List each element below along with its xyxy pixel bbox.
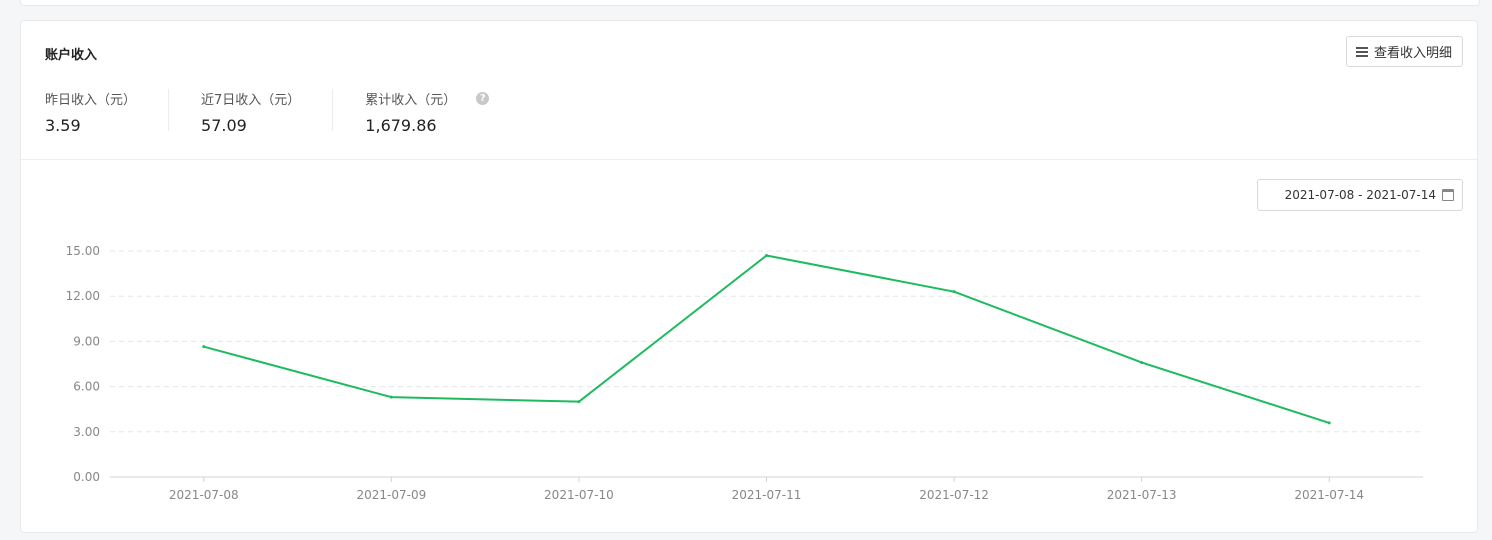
stat-total-label-text: 累计收入（元） bbox=[365, 93, 457, 108]
card-title: 账户收入 bbox=[45, 48, 98, 63]
data-point bbox=[389, 395, 393, 399]
data-point bbox=[952, 290, 956, 294]
data-point bbox=[1140, 360, 1144, 364]
stat-total-value: 1,679.86 bbox=[365, 116, 437, 135]
stat-7days: 近7日收入（元） 57.09 bbox=[201, 89, 334, 135]
y-tick-label: 12.00 bbox=[66, 289, 100, 303]
stat-yesterday: 昨日收入（元） 3.59 bbox=[45, 89, 170, 135]
date-range-picker[interactable]: 2021-07-08 - 2021-07-14 bbox=[1257, 179, 1463, 211]
stat-total-label: 累计收入（元） ? bbox=[365, 89, 490, 108]
stat-yesterday-label: 昨日收入（元） bbox=[45, 89, 136, 108]
data-point bbox=[765, 254, 768, 258]
y-tick-label: 15.00 bbox=[66, 244, 100, 258]
y-tick-label: 3.00 bbox=[73, 425, 100, 439]
data-point bbox=[577, 400, 581, 404]
y-tick-label: 6.00 bbox=[73, 380, 100, 394]
stat-7days-label-text: 近7日收入（元） bbox=[201, 93, 301, 108]
y-tick-label: 9.00 bbox=[73, 334, 100, 348]
stat-yesterday-label-text: 昨日收入（元） bbox=[45, 93, 137, 108]
x-tick-label: 2021-07-10 bbox=[544, 488, 614, 502]
stat-7days-label: 近7日收入（元） bbox=[201, 89, 300, 108]
data-point bbox=[202, 345, 206, 349]
series-line bbox=[203, 254, 1330, 424]
x-tick-label: 2021-07-14 bbox=[1294, 488, 1364, 502]
income-card: 账户收入 查看收入明细 昨日收入（元） 3.59 近7日收入（元） 57.09 … bbox=[20, 20, 1478, 533]
calendar-icon bbox=[1442, 189, 1454, 201]
view-income-detail-button[interactable]: 查看收入明细 bbox=[1345, 36, 1463, 67]
income-line-chart: 0.00 3.00 6.00 9.00 12.00 15.00 2021-07-08 2021… bbox=[66, 244, 1423, 502]
menu-icon bbox=[1355, 46, 1368, 57]
income-stats: 昨日收入（元） 3.59 近7日收入（元） 57.09 累计收入（元） ? 1,… bbox=[45, 89, 553, 135]
help-icon[interactable]: ? bbox=[476, 92, 490, 105]
view-income-detail-label: 查看收入明细 bbox=[1373, 46, 1452, 61]
x-tick-label: 2021-07-12 bbox=[919, 488, 989, 502]
data-point bbox=[1327, 421, 1331, 425]
y-tick-label: 0.00 bbox=[73, 470, 100, 484]
x-tick-label: 2021-07-13 bbox=[1107, 488, 1177, 502]
x-tick-label: 2021-07-09 bbox=[356, 488, 426, 502]
section-divider bbox=[21, 159, 1477, 160]
x-tick-label: 2021-07-11 bbox=[732, 488, 802, 502]
stat-total: 累计收入（元） ? 1,679.86 bbox=[365, 89, 521, 135]
stat-yesterday-value: 3.59 bbox=[45, 116, 81, 135]
stat-7days-value: 57.09 bbox=[201, 116, 247, 135]
date-range-text: 2021-07-08 - 2021-07-14 bbox=[1284, 188, 1436, 202]
x-tick-label: 2021-07-08 bbox=[169, 488, 239, 502]
previous-card-edge bbox=[20, 0, 1480, 6]
